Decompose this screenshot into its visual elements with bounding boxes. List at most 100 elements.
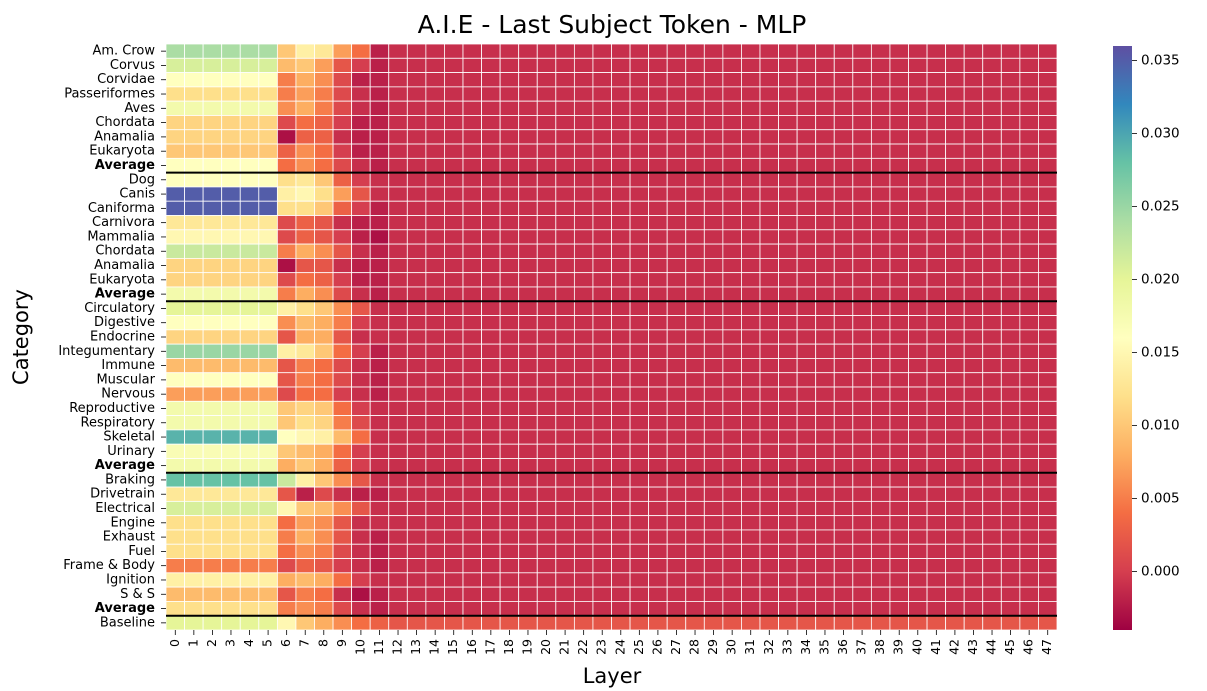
heat-cell: [666, 515, 687, 531]
heat-cell: [629, 529, 650, 545]
heat-cell: [648, 386, 668, 402]
heat-cell: [369, 43, 390, 59]
heat-cell: [982, 543, 1002, 559]
heat-cell: [332, 400, 353, 417]
heat-cell: [815, 415, 835, 431]
heat-cell: [462, 72, 482, 88]
heat-cell: [425, 300, 445, 316]
heat-cell: [926, 143, 947, 159]
heat-cell: [351, 358, 371, 374]
heat-cell: [165, 257, 185, 274]
y-tick-label: Chordata: [95, 115, 155, 130]
heat-cell: [221, 358, 241, 374]
heat-cell: [908, 543, 928, 559]
heat-cell: [666, 57, 687, 73]
heat-cell: [796, 515, 817, 531]
heat-cell: [982, 386, 1002, 402]
heat-cell: [611, 515, 631, 531]
heat-cell: [963, 529, 984, 545]
heat-cell: [425, 243, 445, 259]
heat-cell: [685, 558, 705, 574]
heat-cell: [852, 529, 872, 545]
heat-cell: [406, 500, 427, 517]
heat-cell: [629, 386, 650, 402]
heat-cell: [406, 415, 427, 431]
heat-cell: [629, 500, 650, 517]
heat-cell: [444, 515, 464, 531]
heat-cell: [945, 43, 965, 59]
x-tick-label: 27: [668, 639, 683, 655]
heat-cell: [406, 143, 427, 159]
heat-cell: [926, 458, 947, 474]
heat-cell: [369, 372, 390, 388]
heat-cell: [536, 115, 557, 131]
heat-cell: [369, 286, 390, 302]
x-tick-label: 32: [761, 639, 776, 655]
heat-cell: [1000, 586, 1021, 602]
heat-cell: [611, 615, 631, 631]
heat-cell: [703, 329, 724, 345]
heat-cell: [276, 601, 297, 617]
heat-cell: [833, 529, 854, 545]
heat-cell: [184, 72, 204, 88]
heat-cell: [499, 343, 520, 359]
heat-cell: [852, 172, 872, 188]
heat-cell: [592, 386, 612, 402]
heat-cell: [314, 329, 334, 345]
heat-cell: [703, 43, 724, 59]
heat-cell: [1019, 386, 1039, 402]
heat-cell: [1038, 215, 1058, 231]
heat-cell: [462, 57, 482, 73]
heat-cell: [703, 100, 724, 116]
heat-cell: [666, 586, 687, 602]
heat-cell: [184, 243, 204, 259]
heat-cell: [573, 257, 594, 274]
heat-cell: [741, 272, 761, 288]
heat-cell: [852, 329, 872, 345]
heat-cell: [165, 429, 185, 445]
heat-cell: [982, 172, 1002, 188]
heat-cell: [462, 343, 482, 359]
heat-cell: [722, 486, 742, 502]
heat-cell: [926, 372, 947, 388]
heat-cell: [1000, 172, 1021, 188]
heat-cell: [239, 129, 260, 145]
y-tick-label: Frame & Body: [63, 558, 155, 573]
heat-cell: [369, 443, 390, 459]
heat-cell: [221, 229, 241, 245]
heat-cell: [573, 143, 594, 159]
heat-cell: [369, 257, 390, 274]
heat-cell: [369, 86, 390, 102]
heat-cell: [314, 315, 334, 331]
heat-cell: [332, 200, 353, 216]
heat-cell: [666, 243, 687, 259]
heat-cell: [202, 157, 223, 174]
heat-cell: [1038, 415, 1058, 431]
heat-cell: [462, 486, 482, 502]
heat-cell: [982, 372, 1002, 388]
heat-cell: [666, 486, 687, 502]
heat-cell: [703, 572, 724, 588]
heat-cell: [276, 300, 297, 316]
heat-cell: [611, 329, 631, 345]
heat-cell: [852, 143, 872, 159]
heat-cell: [332, 429, 353, 445]
heat-cell: [908, 315, 928, 331]
heat-cell: [1038, 143, 1058, 159]
heat-cell: [870, 115, 891, 131]
heat-cell: [982, 329, 1002, 345]
heat-cell: [759, 157, 779, 174]
heat-cell: [1019, 343, 1039, 359]
heat-cell: [963, 257, 984, 274]
heat-cell: [629, 458, 650, 474]
heat-cell: [722, 115, 742, 131]
heat-cell: [963, 300, 984, 316]
heat-cell: [351, 229, 371, 245]
heat-cell: [555, 529, 575, 545]
heat-cell: [536, 458, 557, 474]
heat-cell: [425, 257, 445, 274]
heat-cell: [963, 486, 984, 502]
heat-cell: [462, 186, 482, 202]
heat-cell: [982, 358, 1002, 374]
heat-cell: [555, 215, 575, 231]
